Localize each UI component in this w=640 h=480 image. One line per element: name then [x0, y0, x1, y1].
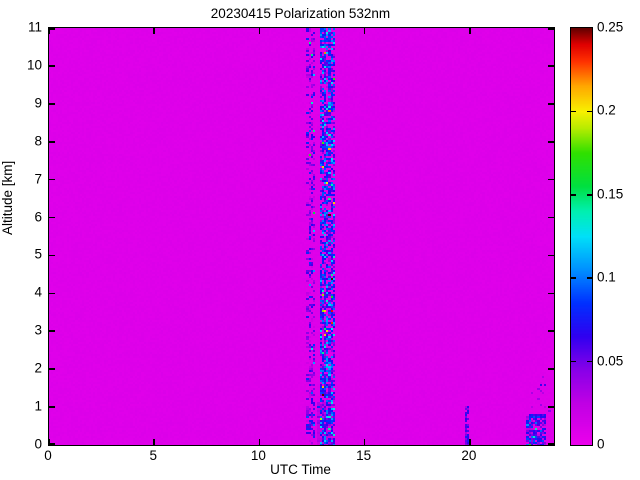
y-tick-label: 4	[34, 284, 42, 300]
x-tick-top	[363, 28, 366, 34]
colorbar[interactable]	[570, 27, 593, 446]
colorbar-tick-right	[587, 194, 592, 196]
y-tick-label: 11	[27, 19, 42, 35]
y-tick-right	[548, 28, 554, 30]
colorbar-tick-label: 0.1	[597, 269, 616, 285]
x-tick	[49, 439, 50, 445]
y-axis-label: Altitude [km]	[0, 160, 15, 235]
y-tick	[49, 330, 55, 333]
y-tick-right	[548, 216, 554, 219]
y-tick-label: 8	[34, 133, 42, 149]
colorbar-tick-label: 0.05	[597, 353, 624, 369]
y-tick	[49, 216, 55, 219]
x-tick-label: 5	[149, 448, 157, 463]
y-tick-right	[548, 140, 554, 143]
colorbar-tick-right	[587, 277, 592, 279]
y-tick-right	[548, 406, 554, 408]
heatmap-axes[interactable]	[48, 27, 555, 446]
y-tick-label: 5	[34, 246, 42, 262]
y-tick	[49, 443, 55, 445]
colorbar-tick	[571, 277, 576, 279]
y-tick-label: 2	[34, 360, 42, 376]
colorbar-tick-right	[587, 110, 592, 113]
y-tick-label: 3	[34, 322, 42, 338]
y-tick	[49, 28, 55, 30]
x-tick	[258, 439, 261, 445]
heatmap-image	[49, 28, 554, 445]
plot-title: 20230415 Polarization 532nm	[210, 6, 391, 21]
y-tick	[49, 65, 55, 67]
y-tick-right	[548, 178, 554, 181]
y-tick	[49, 178, 55, 181]
x-tick-top	[469, 28, 471, 34]
colorbar-tick	[571, 194, 576, 196]
y-tick-right	[548, 65, 554, 67]
y-tick-label: 10	[26, 57, 42, 73]
x-tick	[469, 439, 471, 445]
y-tick	[49, 254, 55, 257]
y-tick-right	[548, 103, 554, 105]
y-tick-right	[548, 368, 554, 370]
x-tick-top	[258, 28, 261, 34]
colorbar-tick-label: 0.2	[597, 102, 616, 118]
y-tick	[49, 406, 55, 408]
colorbar-tick-label: 0.25	[597, 19, 624, 35]
colorbar-tick-label: 0	[597, 436, 605, 452]
y-tick-right	[548, 443, 554, 445]
x-tick-label: 15	[356, 448, 372, 463]
y-tick-label: 6	[34, 209, 42, 225]
y-tick-label: 9	[34, 95, 42, 111]
colorbar-gradient	[571, 28, 592, 445]
y-tick-label: 0	[34, 436, 42, 452]
x-axis-label: UTC Time	[270, 462, 331, 477]
y-tick-right	[548, 292, 554, 295]
x-tick-top	[49, 28, 50, 34]
colorbar-tick-right	[587, 360, 592, 363]
y-tick-label: 7	[34, 171, 42, 187]
x-tick-top	[153, 28, 155, 34]
x-tick-label: 10	[250, 448, 266, 463]
colorbar-tick	[571, 360, 576, 363]
y-tick	[49, 140, 55, 143]
x-tick	[153, 439, 155, 445]
y-tick	[49, 103, 55, 105]
y-tick-right	[548, 330, 554, 333]
x-tick-label: 20	[461, 448, 477, 463]
y-tick-right	[548, 254, 554, 257]
y-tick-label: 1	[34, 398, 42, 414]
x-tick	[363, 439, 366, 445]
x-tick-label: 0	[44, 448, 52, 463]
y-tick	[49, 368, 55, 370]
y-tick	[49, 292, 55, 295]
colorbar-tick-label: 0.15	[597, 186, 624, 202]
colorbar-tick	[571, 110, 576, 113]
